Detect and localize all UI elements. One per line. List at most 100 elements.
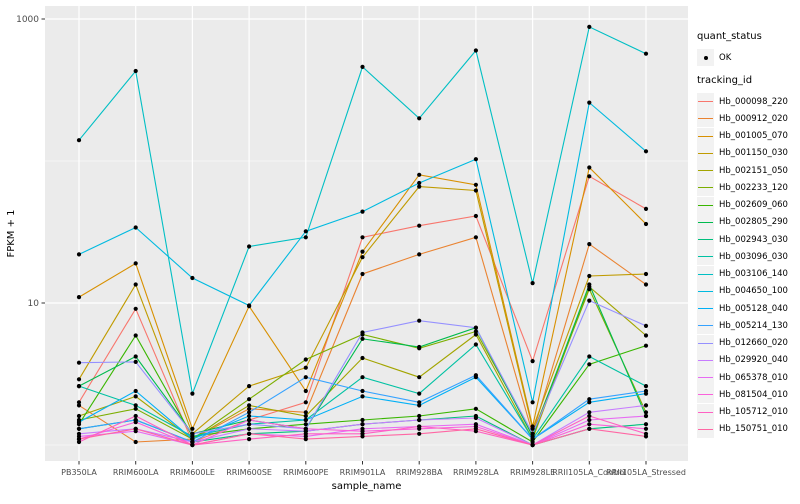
data-point [587, 242, 592, 247]
legend-title-quant-status: quant_status [697, 31, 762, 42]
legend-item-Hb_002151_050: Hb_002151_050 [697, 162, 788, 179]
color-line-key [697, 300, 714, 317]
data-point [247, 403, 252, 408]
data-point [133, 359, 138, 364]
data-point [190, 391, 195, 396]
data-point [247, 417, 252, 423]
legend-item-label: Hb_065378_010 [719, 372, 788, 383]
legend-item-Hb_002609_060: Hb_002609_060 [697, 196, 788, 214]
x-tick-label: RRIM600PE [283, 468, 329, 477]
data-point [303, 417, 308, 423]
series-color-swatch [698, 359, 713, 361]
data-point [190, 439, 195, 445]
data-point [530, 439, 535, 445]
legend-item-Hb_012660_020: Hb_012660_020 [697, 334, 788, 352]
color-line-key [697, 144, 714, 162]
series-color-swatch [698, 273, 713, 275]
data-point [133, 306, 138, 311]
x-tick-label: RRII105LA_Stressed [606, 468, 686, 477]
data-point [587, 165, 592, 170]
legend-item-Hb_003106_140: Hb_003106_140 [697, 265, 788, 283]
color-line-key [697, 386, 714, 404]
data-point [76, 437, 82, 442]
data-point [643, 434, 649, 439]
legend-item-label: Hb_012660_020 [719, 338, 788, 348]
y-tick-label: 1000 [16, 15, 39, 25]
data-point [133, 403, 138, 408]
x-tick-label: PB350LA [61, 468, 97, 477]
data-point [643, 384, 649, 389]
series-color-swatch [698, 101, 713, 102]
data-point [643, 403, 649, 408]
data-point [303, 413, 308, 419]
data-point [530, 400, 535, 405]
color-line-key [697, 282, 714, 300]
data-point [190, 431, 195, 436]
data-point [76, 384, 82, 389]
series-color-swatch [698, 187, 713, 189]
legend-item-Hb_065378_010: Hb_065378_010 [697, 369, 788, 386]
data-point [303, 426, 308, 431]
data-point [587, 417, 592, 423]
data-point [360, 422, 365, 427]
x-tick-label: RRIM600LE [170, 468, 215, 477]
data-point [417, 413, 422, 419]
data-point [587, 287, 592, 292]
legend-item-label: Hb_002805_290 [719, 217, 788, 228]
data-point [247, 397, 252, 402]
legend-item-label: Hb_105712_010 [719, 407, 788, 417]
data-point [133, 394, 138, 399]
series-color-swatch [698, 152, 713, 154]
data-point [247, 244, 252, 249]
series-color-swatch [698, 394, 713, 396]
data-point [133, 426, 138, 431]
legend-item-label: Hb_002609_060 [719, 200, 788, 210]
data-point [473, 213, 478, 219]
data-point [473, 235, 478, 240]
data-point [133, 225, 138, 230]
legend-item-Hb_002943_030: Hb_002943_030 [697, 231, 788, 248]
data-point [643, 413, 649, 419]
legend-item-label: Hb_000098_220 [719, 96, 788, 107]
data-point [247, 384, 252, 389]
legend-item-label: Hb_001005_070 [719, 131, 788, 141]
data-point [133, 406, 138, 411]
data-point [360, 434, 365, 439]
legend-item-label: Hb_002233_120 [719, 182, 788, 193]
color-line-key [697, 334, 714, 352]
data-point [360, 417, 365, 423]
color-line-key [697, 110, 714, 128]
color-line-key [697, 351, 714, 369]
data-point [76, 403, 82, 408]
data-point [587, 174, 592, 179]
data-point [473, 329, 478, 334]
color-line-key [697, 265, 714, 283]
legend-item-Hb_001150_030: Hb_001150_030 [697, 144, 788, 162]
data-point [530, 426, 535, 431]
data-point [360, 394, 365, 399]
x-tick-label: RRII105LA_Control [552, 468, 626, 477]
data-point [587, 354, 592, 359]
color-line-key [697, 162, 714, 179]
data-point [247, 413, 252, 419]
data-point [360, 235, 365, 240]
data-point [417, 184, 422, 189]
data-point [247, 437, 252, 442]
x-tick-label: RRIM928BA [396, 468, 443, 477]
data-point [360, 209, 365, 214]
legend-item-Hb_003096_030: Hb_003096_030 [697, 248, 788, 266]
data-point [133, 413, 138, 419]
data-point [643, 51, 649, 56]
data-point [417, 116, 422, 121]
data-point [530, 442, 535, 448]
data-point [247, 422, 252, 427]
legend-item-label: Hb_003096_030 [719, 251, 788, 262]
color-line-key [697, 196, 714, 214]
data-point [643, 426, 649, 431]
data-point [643, 271, 649, 277]
data-point [360, 330, 365, 335]
data-point [360, 255, 365, 260]
data-point [473, 373, 478, 378]
